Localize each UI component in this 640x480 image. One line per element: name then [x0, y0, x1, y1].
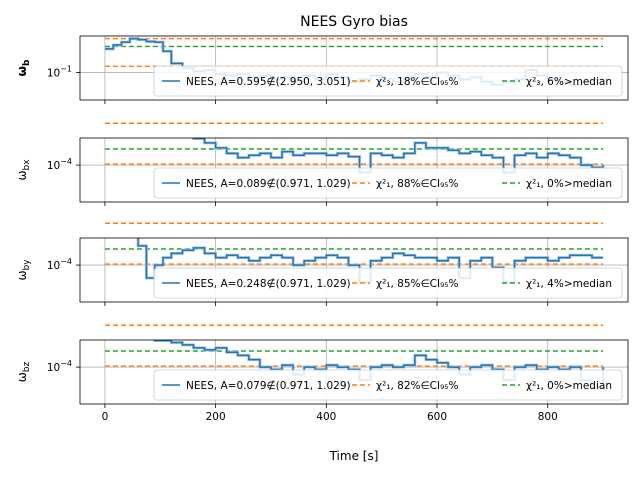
- legend-box: [153, 65, 623, 97]
- y-axis-label: ωbz: [15, 361, 32, 382]
- legend: NEES, A=0.079∉(0.971, 1.029) χ²₁, 82%∈CI₉…: [153, 369, 623, 401]
- legend-label: NEES, A=0.248∉(0.971, 1.029): [186, 278, 351, 290]
- y-axis-label: ωbx: [15, 159, 32, 181]
- legend-box: [153, 267, 623, 299]
- legend: NEES, A=0.595∉(2.950, 3.051) χ²₃, 18%∈CI₉…: [153, 65, 623, 97]
- legend-label: χ²₁, 88%∈CI₉₅%: [376, 178, 458, 190]
- y-tick-label: 10−4: [47, 257, 72, 272]
- panel-3: 10−4 ωbz NEES, A=0.079∉(0.971, 1.029) χ²₁, …: [15, 324, 629, 408]
- legend-label: χ²₁, 0%>median: [526, 380, 612, 392]
- legend-label: NEES, A=0.089∉(0.971, 1.029): [186, 178, 351, 190]
- x-tick-label: 0: [102, 411, 109, 423]
- panel-0: 10−1 ωb NEES, A=0.595∉(2.950, 3.051) χ²₃, 1…: [15, 35, 629, 104]
- legend-label: χ²₁, 82%∈CI₉₅%: [376, 380, 458, 392]
- legend-label: NEES, A=0.595∉(2.950, 3.051): [186, 76, 351, 88]
- x-tick-label: 600: [427, 411, 447, 423]
- legend-label: χ²₁, 85%∈CI₉₅%: [376, 278, 458, 290]
- axes-frame: [79, 137, 629, 203]
- x-tick-label: 800: [538, 411, 558, 423]
- legend-label: NEES, A=0.079∉(0.971, 1.029): [186, 380, 351, 392]
- y-tick-label: 10−4: [47, 157, 72, 172]
- legend-label: χ²₁, 0%>median: [526, 178, 612, 190]
- nees-line: [192, 138, 604, 174]
- nees-shade: [191, 138, 605, 174]
- legend-box: [153, 369, 623, 401]
- y-tick-label: 10−4: [47, 359, 72, 374]
- y-axis-label: ωb: [15, 59, 32, 76]
- axes-frame: [79, 339, 629, 405]
- legend-label: χ²₃, 6%>median: [526, 76, 612, 88]
- x-tick-label: 200: [206, 411, 226, 423]
- x-tick-label: 400: [316, 411, 336, 423]
- axes-frame: [79, 237, 629, 303]
- y-tick-label: 10−1: [47, 65, 72, 80]
- legend: NEES, A=0.089∉(0.971, 1.029) χ²₁, 88%∈CI₉…: [153, 167, 623, 199]
- legend-label: χ²₁, 4%>median: [526, 278, 612, 290]
- panel-2: 10−4 ωby NEES, A=0.248∉(0.971, 1.029) χ²₁, …: [15, 222, 629, 306]
- chart-title: NEES Gyro bias: [300, 14, 408, 30]
- y-axis-label: ωby: [15, 259, 32, 281]
- axes-frame: [79, 35, 629, 101]
- x-axis-label: Time [s]: [329, 449, 379, 463]
- legend-box: [153, 167, 623, 199]
- panel-1: 10−4 ωbx NEES, A=0.089∉(0.971, 1.029) χ²₁, …: [15, 122, 629, 206]
- legend: NEES, A=0.248∉(0.971, 1.029) χ²₁, 85%∈CI₉…: [153, 267, 623, 299]
- legend-label: χ²₃, 18%∈CI₉₅%: [376, 76, 458, 88]
- nees-line: [153, 340, 604, 389]
